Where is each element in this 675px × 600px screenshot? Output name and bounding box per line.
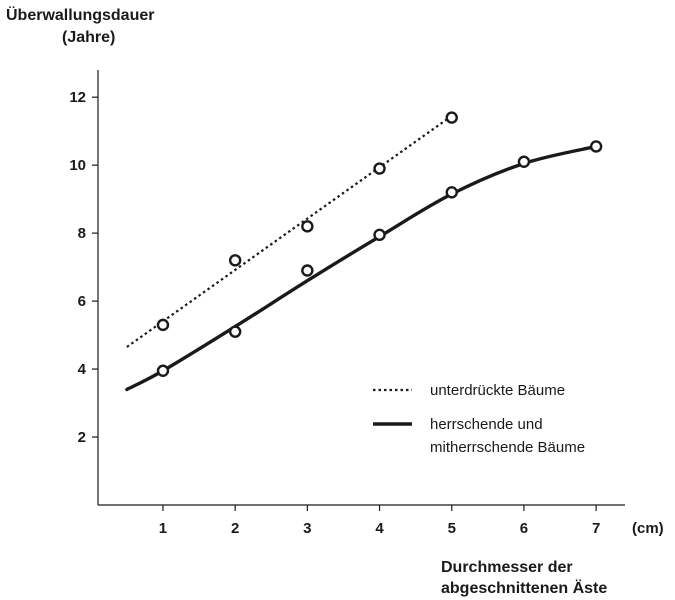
y-axis-title: (Jahre)	[62, 29, 115, 46]
x-tick-label: 1	[159, 520, 167, 537]
series-layer	[125, 111, 603, 392]
series-1-point	[301, 220, 314, 233]
series-2-point	[373, 228, 386, 242]
series-2-point	[589, 140, 603, 153]
legend-label-1: unterdrückte Bäume	[430, 382, 565, 399]
y-tick-label: 6	[78, 293, 86, 310]
y-axis-title: Überwallungsdauer	[6, 5, 154, 24]
series-2-point	[228, 325, 242, 338]
y-tick-label: 12	[69, 89, 86, 106]
x-axis-title: abgeschnittenen Äste	[441, 579, 607, 597]
series-2-point	[156, 364, 170, 377]
series-1-point	[156, 318, 170, 332]
legend: unterdrückte Bäume herrschende und mitherr…	[373, 382, 585, 456]
x-tick-label: 6	[520, 520, 528, 537]
legend-label-2: mitherrschende Bäume	[430, 439, 585, 456]
series-line-2	[125, 144, 598, 392]
x-axis-title: Durchmesser der	[441, 559, 573, 576]
series-1-point	[228, 254, 242, 267]
legend-label-2: herrschende und	[430, 416, 543, 433]
x-tick-label: 2	[231, 520, 239, 537]
x-tick-label: 5	[448, 520, 456, 537]
x-tick-label: 7	[592, 520, 600, 537]
x-unit-label: (cm)	[632, 520, 664, 537]
x-tick-label: 4	[375, 520, 384, 537]
x-tick-label: 3	[303, 520, 311, 537]
series-2-point	[517, 155, 531, 168]
axes	[97, 70, 625, 506]
series-1-point	[373, 162, 386, 175]
y-tick-label: 10	[69, 157, 86, 174]
y-tick-label: 4	[78, 361, 87, 378]
y-tick-label: 8	[78, 225, 86, 242]
series-1-point	[445, 111, 458, 124]
series-2-point	[301, 264, 314, 277]
series-line-1	[126, 114, 453, 348]
y-tick-label: 2	[78, 429, 86, 446]
series-2-point	[445, 186, 458, 199]
labels: (cm) Überwallungsdauer (Jahre) Durchmesser …	[6, 5, 664, 597]
